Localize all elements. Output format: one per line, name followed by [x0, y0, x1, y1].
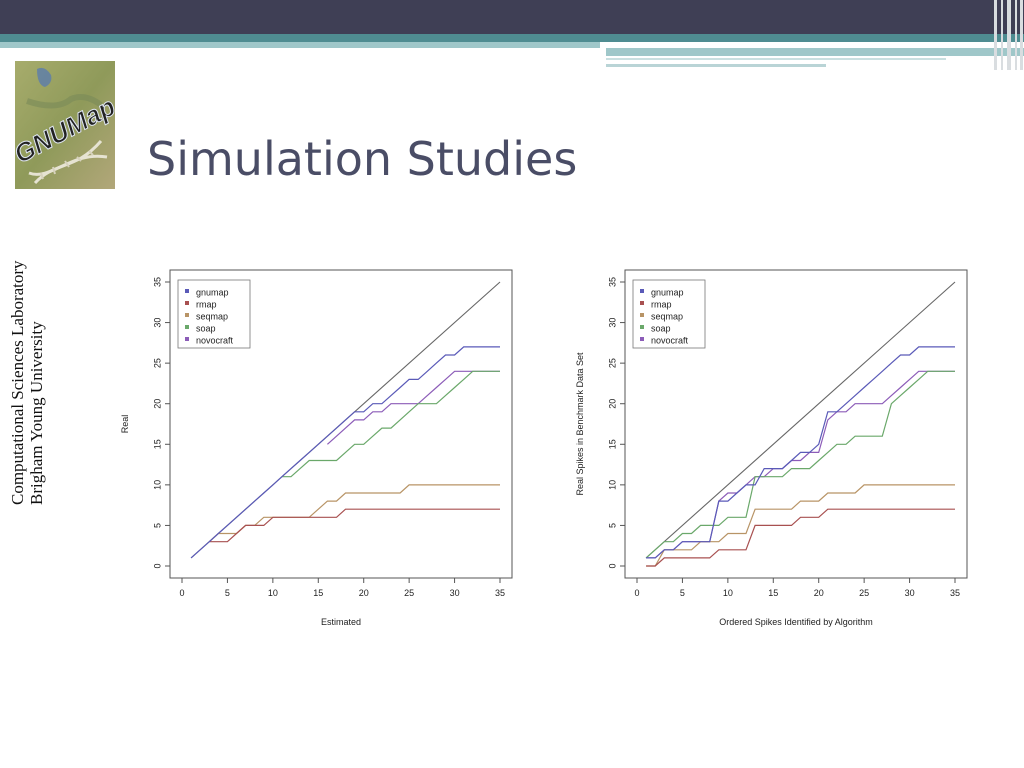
- x-tick-label: 20: [359, 588, 369, 598]
- legend-label-rmap: rmap: [196, 299, 217, 309]
- legend-label-gnumap: gnumap: [651, 287, 684, 297]
- y-tick-label: 10: [607, 480, 617, 490]
- x-tick-label: 10: [268, 588, 278, 598]
- gnumap-logo: GNUMap: [15, 61, 115, 189]
- legend-label-novocraft: novocraft: [196, 335, 234, 345]
- x-tick-label: 5: [680, 588, 685, 598]
- x-tick-label: 35: [950, 588, 960, 598]
- y-axis-label: Real: [120, 415, 130, 434]
- header-accent-band: [0, 34, 1024, 42]
- y-tick-label: 5: [152, 523, 162, 528]
- x-tick-label: 25: [859, 588, 869, 598]
- header-accent-strip: [0, 42, 600, 48]
- y-tick-label: 25: [607, 358, 617, 368]
- x-axis-label: Ordered Spikes Identified by Algorithm: [719, 617, 873, 627]
- x-tick-label: 0: [179, 588, 184, 598]
- legend-swatch-seqmap: [640, 313, 644, 317]
- header-accent-line: [606, 64, 826, 67]
- series-line-soap: [281, 370, 500, 478]
- x-tick-label: 10: [723, 588, 733, 598]
- legend-swatch-rmap: [185, 301, 189, 305]
- diagonal-reference-line: [645, 281, 956, 559]
- legend-swatch-gnumap: [185, 289, 189, 293]
- chart-estimated-vs-real: 0 5 10 15 20 25 30 35 0 5 10 15 20 25 30 35 Estimated Rea…: [120, 269, 513, 627]
- y-tick-label: 20: [152, 399, 162, 409]
- page-title: Simulation Studies: [147, 132, 578, 186]
- header-accent-line: [606, 58, 946, 60]
- y-tick-label: 30: [607, 318, 617, 328]
- x-axis-label: Estimated: [321, 617, 361, 627]
- y-tick-label: 15: [152, 439, 162, 449]
- series-line-novocraft: [327, 370, 500, 445]
- legend-label-seqmap: seqmap: [196, 311, 228, 321]
- legend-label-soap: soap: [196, 323, 216, 333]
- series-line-soap: [645, 370, 955, 559]
- x-tick-label: 0: [634, 588, 639, 598]
- y-tick-label: 35: [607, 277, 617, 287]
- legend-box: [632, 279, 706, 349]
- side-caption-lab: Computational Sciences Laboratory: [8, 260, 27, 505]
- legend-swatch-gnumap: [640, 289, 644, 293]
- x-tick-label: 5: [225, 588, 230, 598]
- legend-swatch-novocraft: [640, 337, 644, 341]
- series-line-rmap: [646, 508, 955, 567]
- header-accent-strip-right: [606, 48, 1024, 56]
- y-axis-label: Real Spikes in Benchmark Data Set: [575, 352, 585, 496]
- legend-swatch-soap: [640, 325, 644, 329]
- series-line-seqmap: [646, 484, 955, 567]
- legend-label-soap: soap: [651, 323, 671, 333]
- x-tick-label: 25: [404, 588, 414, 598]
- side-caption: Computational Sciences Laboratory Brigha…: [8, 260, 46, 505]
- y-tick-label: 30: [152, 318, 162, 328]
- y-tick-label: 35: [152, 277, 162, 287]
- y-tick-label: 20: [607, 399, 617, 409]
- x-tick-label: 15: [768, 588, 778, 598]
- side-caption-university: Brigham Young University: [27, 321, 46, 505]
- series-line-gnumap: [646, 346, 955, 559]
- y-tick-label: 0: [152, 563, 162, 568]
- x-tick-label: 30: [905, 588, 915, 598]
- legend-label-seqmap: seqmap: [651, 311, 683, 321]
- legend-label-novocraft: novocraft: [651, 335, 689, 345]
- x-tick-label: 30: [450, 588, 460, 598]
- header-stripes: [992, 0, 1024, 70]
- series-line-rmap: [209, 508, 500, 543]
- chart-ordered-spikes: 0 5 10 15 20 25 30 35 0 5 10 15 20 25 30 35 Ordered Spik…: [575, 269, 968, 627]
- y-tick-label: 15: [607, 439, 617, 449]
- x-tick-label: 35: [495, 588, 505, 598]
- legend-swatch-soap: [185, 325, 189, 329]
- legend-swatch-rmap: [640, 301, 644, 305]
- y-tick-label: 25: [152, 358, 162, 368]
- series-line-gnumap: [190, 346, 500, 559]
- y-tick-label: 5: [607, 523, 617, 528]
- y-tick-label: 10: [152, 480, 162, 490]
- legend-swatch-novocraft: [185, 337, 189, 341]
- legend-box: [177, 279, 251, 349]
- legend-label-gnumap: gnumap: [196, 287, 229, 297]
- legend-swatch-seqmap: [185, 313, 189, 317]
- y-tick-label: 0: [607, 563, 617, 568]
- header-bar: [0, 0, 1024, 34]
- x-tick-label: 20: [814, 588, 824, 598]
- x-tick-label: 15: [313, 588, 323, 598]
- legend-label-rmap: rmap: [651, 299, 672, 309]
